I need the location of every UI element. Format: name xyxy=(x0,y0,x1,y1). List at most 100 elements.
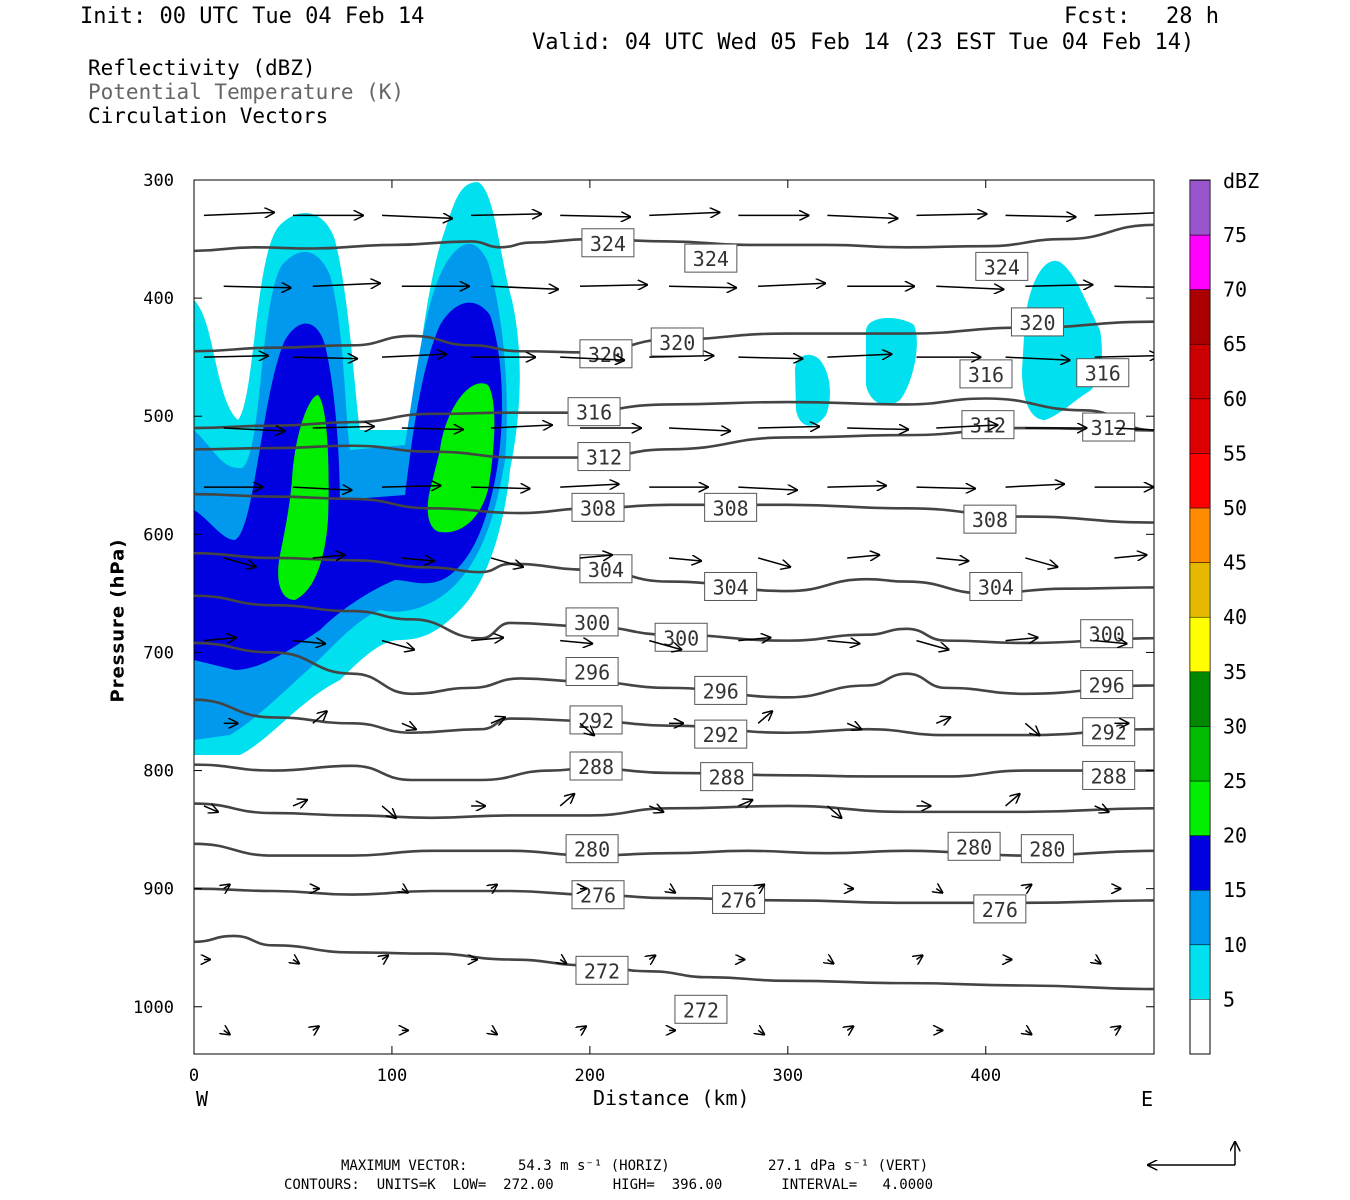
circulation-vector xyxy=(738,800,752,806)
isentrope-label: 288 xyxy=(578,755,614,779)
circulation-vector xyxy=(847,1026,853,1030)
plot-frame xyxy=(193,179,1155,1055)
colorbar-segment xyxy=(1189,562,1211,618)
isentrope-label-box xyxy=(577,442,631,472)
colorbar-segment xyxy=(1189,726,1211,782)
circulation-vector xyxy=(669,428,730,431)
circulation-vector xyxy=(1024,722,1039,735)
circulation-vector xyxy=(1114,555,1146,558)
isentrope-label: 308 xyxy=(580,496,616,520)
isentrope-label: 324 xyxy=(984,255,1020,279)
circulation-vector xyxy=(292,357,357,359)
isentrope-label: 292 xyxy=(1091,721,1127,745)
colorbar-segment xyxy=(1189,343,1211,400)
circulation-vector xyxy=(827,641,859,644)
circulation-vector xyxy=(579,285,647,287)
circulation-vector xyxy=(738,487,797,490)
circulation-vector xyxy=(668,558,701,561)
colorbar-segment xyxy=(1189,180,1211,236)
circulation-vector xyxy=(382,956,388,960)
isentrope-296 xyxy=(194,641,1154,699)
circulation-vector xyxy=(1094,212,1154,217)
isentrope-label-box xyxy=(575,955,629,985)
circulation-vector xyxy=(579,555,612,558)
circulation-vector xyxy=(1005,215,1076,217)
y-tick-label: 1000 xyxy=(133,998,174,1018)
isentrope-label: 280 xyxy=(1029,838,1065,862)
circulation-vector xyxy=(401,428,463,430)
circulation-vector xyxy=(203,212,274,215)
reflectivity-5dbz-east1 xyxy=(795,354,830,426)
colorbar-tick-label: 75 xyxy=(1223,223,1247,247)
max-vector-label: MAXIMUM VECTOR: xyxy=(341,1158,468,1174)
circulation-vector xyxy=(560,484,619,487)
field-circulation-vectors: Circulation Vectors xyxy=(88,104,329,128)
x-tick-label: 0 xyxy=(189,1066,199,1086)
circulation-vector xyxy=(758,1030,764,1034)
circulation-vector xyxy=(580,1026,586,1030)
circulation-vector xyxy=(916,487,975,489)
isentrope-label: 276 xyxy=(720,888,756,912)
forecast-hour: 28 h xyxy=(1166,4,1219,29)
circulation-vector xyxy=(936,558,968,561)
circulation-vector xyxy=(827,354,891,357)
circulation-vector xyxy=(738,357,802,359)
circulation-vector xyxy=(847,555,879,558)
isentrope-label-box xyxy=(694,719,748,749)
circulation-vector xyxy=(827,960,833,964)
isentrope-label: 272 xyxy=(683,998,719,1022)
isentrope-label-box xyxy=(963,504,1017,534)
circulation-vector xyxy=(669,889,675,893)
isentrope-label: 296 xyxy=(703,679,739,703)
colorbar-segment xyxy=(1189,453,1211,509)
circulation-vectors xyxy=(203,212,1154,1034)
colorbar-tick-label: 45 xyxy=(1223,551,1247,575)
east-label: E xyxy=(1141,1087,1154,1111)
circulation-vector xyxy=(401,723,416,729)
x-axis-title: Distance (km) xyxy=(593,1086,750,1110)
colorbar-segment xyxy=(1189,398,1211,454)
isentrope-label-box xyxy=(1020,834,1074,864)
isentrope-label: 300 xyxy=(574,611,610,635)
isentrope-label: 312 xyxy=(586,446,622,470)
colorbar-tick-label: 15 xyxy=(1223,878,1247,902)
isentrope-label-box xyxy=(565,657,619,687)
circulation-vector xyxy=(224,885,230,889)
circulation-vector xyxy=(1005,484,1065,487)
x-tick-label: 200 xyxy=(575,1066,606,1086)
isentrope-label-box xyxy=(1080,670,1134,700)
y-tick-label: 700 xyxy=(143,643,174,663)
y-tick-label: 500 xyxy=(143,407,174,427)
circulation-vector xyxy=(382,215,452,218)
circulation-vector xyxy=(203,806,218,812)
isentrope-316 xyxy=(194,397,1154,432)
circulation-vector xyxy=(223,286,291,288)
isentrope-324 xyxy=(194,223,1154,253)
isentrope-label: 320 xyxy=(659,331,695,355)
circulation-vector xyxy=(381,805,396,818)
reflectivity-15dbz xyxy=(194,302,502,670)
circulation-vector xyxy=(1005,638,1038,641)
colorbar-segment xyxy=(1189,889,1211,946)
circulation-vector xyxy=(1025,1030,1031,1034)
circulation-vector xyxy=(382,486,441,488)
isentrope-label: 304 xyxy=(978,575,1014,599)
circulation-vector xyxy=(1025,285,1092,287)
circulation-vector xyxy=(313,1026,319,1030)
isentrope-272 xyxy=(194,934,1154,991)
isentrope-label-box xyxy=(973,894,1027,924)
circulation-vector xyxy=(382,354,446,357)
circulation-vector xyxy=(560,641,592,644)
isentrope-label: 292 xyxy=(578,709,614,733)
circulation-vector xyxy=(223,428,285,431)
circulation-vector xyxy=(1025,885,1031,889)
circulation-vector xyxy=(916,639,948,650)
circulation-vector xyxy=(312,555,345,558)
circulation-vector xyxy=(738,638,770,641)
isentrope-label-box xyxy=(569,705,623,735)
circulation-vector xyxy=(224,1030,230,1034)
circulation-vector xyxy=(757,711,772,724)
isentrope-292 xyxy=(194,698,1154,737)
circulation-vector xyxy=(292,641,325,644)
circulation-vector xyxy=(758,427,819,429)
